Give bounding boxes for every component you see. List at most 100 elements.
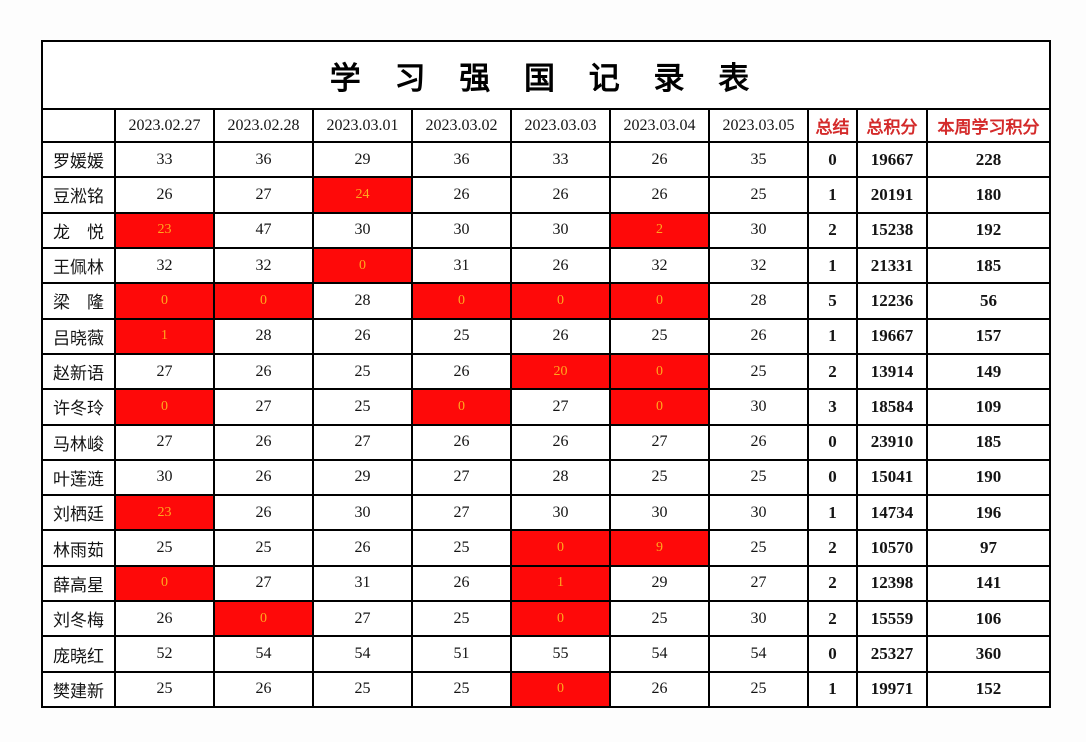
score-cell: 27 (312, 600, 413, 638)
student-name: 许冬玲 (41, 388, 116, 426)
column-header: 2023.03.02 (411, 108, 512, 143)
score-cell: 35 (708, 140, 809, 179)
score-cell: 0 (312, 246, 413, 285)
student-name: 梁 隆 (41, 282, 116, 320)
table-row: 梁 隆 0 0 28 0 0 0 28 5 12236 56 (41, 282, 1051, 320)
score-cell: 27 (312, 423, 413, 461)
score-cell: 28 (213, 317, 314, 355)
score-cell: 27 (213, 388, 314, 426)
student-name: 庞晓红 (41, 635, 116, 673)
student-name: 豆淞铭 (41, 176, 116, 214)
score-cell: 26 (213, 458, 314, 497)
study-record-table: 学 习 强 国 记 录 表 2023.02.27 2023.02.28 2023.0… (41, 40, 1051, 709)
header-row: 2023.02.27 2023.02.28 2023.03.01 2023.03.02… (41, 108, 1051, 143)
score-cell: 51 (411, 635, 512, 673)
score-cell: 26 (510, 317, 611, 355)
score-cell: 25 (708, 352, 809, 391)
total-points-cell: 12398 (856, 564, 928, 603)
score-cell: 25 (708, 529, 809, 567)
score-cell: 32 (213, 246, 314, 285)
score-cell: 0 (114, 282, 215, 320)
total-points-cell: 19971 (856, 670, 928, 709)
score-cell: 27 (213, 176, 314, 214)
score-cell: 0 (411, 282, 512, 320)
table-row: 刘冬梅 26 0 27 25 0 25 30 2 15559 106 (41, 600, 1051, 638)
score-cell: 27 (411, 494, 512, 532)
student-name: 叶莲涟 (41, 458, 116, 497)
student-name: 马林峻 (41, 423, 116, 461)
week-points-cell: 149 (926, 352, 1051, 391)
summary-count-cell: 0 (807, 458, 858, 497)
score-cell: 25 (708, 176, 809, 214)
week-points-cell: 228 (926, 140, 1051, 179)
score-cell: 54 (609, 635, 710, 673)
score-cell: 30 (708, 600, 809, 638)
table-row: 叶莲涟 30 26 29 27 28 25 25 0 15041 190 (41, 458, 1051, 497)
score-cell: 54 (312, 635, 413, 673)
total-points-cell: 20191 (856, 176, 928, 214)
score-cell: 26 (708, 423, 809, 461)
table-row: 庞晓红 52 54 54 51 55 54 54 0 25327 360 (41, 635, 1051, 673)
score-cell: 54 (708, 635, 809, 673)
table-row: 刘栖廷 23 26 30 27 30 30 30 1 14734 196 (41, 494, 1051, 532)
summary-count-cell: 1 (807, 176, 858, 214)
score-cell: 0 (114, 388, 215, 426)
summary-count-cell: 2 (807, 529, 858, 567)
week-points-cell: 56 (926, 282, 1051, 320)
total-points-cell: 25327 (856, 635, 928, 673)
score-cell: 27 (411, 458, 512, 497)
score-cell: 31 (411, 246, 512, 285)
score-cell: 20 (510, 352, 611, 391)
score-cell: 0 (114, 564, 215, 603)
total-points-cell: 21331 (856, 246, 928, 285)
week-points-cell: 196 (926, 494, 1051, 532)
score-cell: 25 (312, 670, 413, 709)
week-points-cell: 106 (926, 600, 1051, 638)
title-row: 学 习 强 国 记 录 表 (41, 40, 1051, 110)
score-cell: 26 (510, 246, 611, 285)
score-cell: 25 (114, 670, 215, 709)
week-points-cell: 185 (926, 246, 1051, 285)
total-points-cell: 19667 (856, 140, 928, 179)
summary-count-cell: 2 (807, 564, 858, 603)
score-cell: 25 (609, 458, 710, 497)
score-cell: 26 (213, 352, 314, 391)
total-points-cell: 18584 (856, 388, 928, 426)
table-row: 王佩林 32 32 0 31 26 32 32 1 21331 185 (41, 246, 1051, 285)
column-header: 2023.02.28 (213, 108, 314, 143)
column-header: 2023.03.04 (609, 108, 710, 143)
summary-count-cell: 0 (807, 635, 858, 673)
score-cell: 30 (708, 494, 809, 532)
score-cell: 28 (510, 458, 611, 497)
score-cell: 25 (312, 388, 413, 426)
score-cell: 29 (312, 458, 413, 497)
week-points-cell: 152 (926, 670, 1051, 709)
summary-count-cell: 1 (807, 670, 858, 709)
score-cell: 0 (213, 282, 314, 320)
table-row: 马林峻 27 26 27 26 26 27 26 0 23910 185 (41, 423, 1051, 461)
score-cell: 25 (114, 529, 215, 567)
score-cell: 33 (510, 140, 611, 179)
score-cell: 0 (609, 282, 710, 320)
score-cell: 0 (510, 600, 611, 638)
table-row: 樊建新 25 26 25 25 0 26 25 1 19971 152 (41, 670, 1051, 709)
score-cell: 26 (213, 423, 314, 461)
week-points-cell: 180 (926, 176, 1051, 214)
student-name: 林雨茹 (41, 529, 116, 567)
score-cell: 32 (114, 246, 215, 285)
total-points-cell: 15559 (856, 600, 928, 638)
column-header: 总结 (807, 108, 858, 143)
summary-count-cell: 0 (807, 140, 858, 179)
column-header: 2023.03.01 (312, 108, 413, 143)
score-cell: 31 (312, 564, 413, 603)
score-cell: 33 (114, 140, 215, 179)
score-cell: 30 (312, 211, 413, 249)
week-points-cell: 109 (926, 388, 1051, 426)
table-row: 许冬玲 0 27 25 0 27 0 30 3 18584 109 (41, 388, 1051, 426)
score-cell: 25 (411, 317, 512, 355)
column-header: 2023.02.27 (114, 108, 215, 143)
score-cell: 23 (114, 494, 215, 532)
score-cell: 25 (609, 600, 710, 638)
score-cell: 25 (609, 317, 710, 355)
